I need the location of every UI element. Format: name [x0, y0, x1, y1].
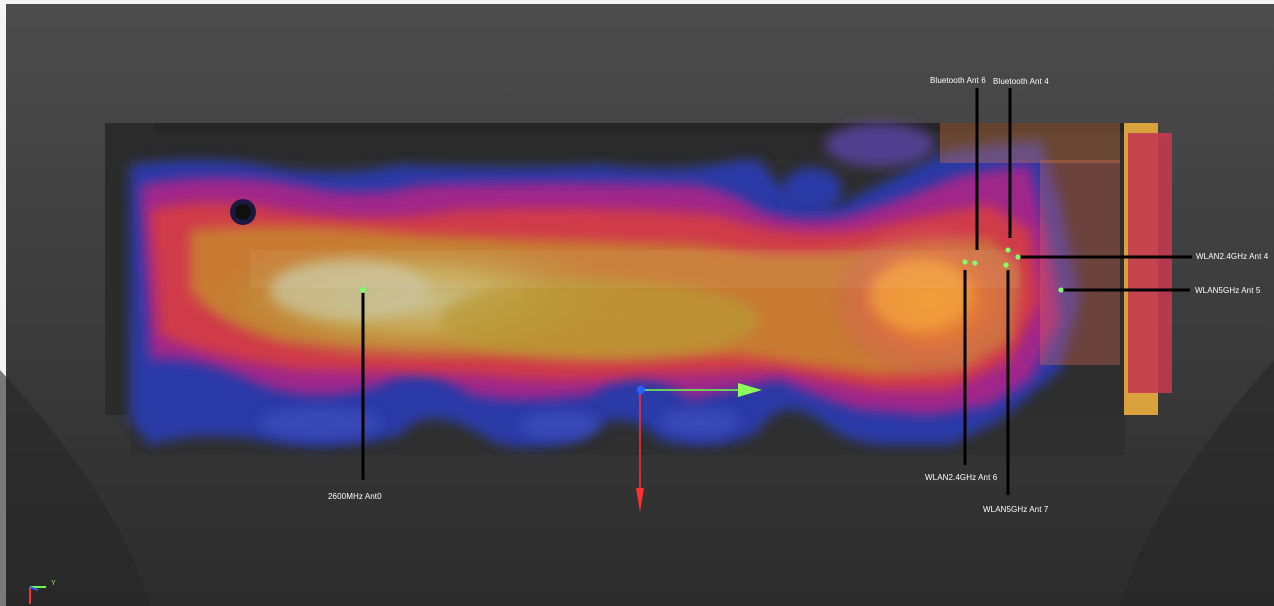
antenna-leader-lines: [361, 88, 1192, 495]
antenna-label-bt4: Bluetooth Ant 4: [993, 77, 1049, 86]
antenna-marker-wl5-7: [1003, 262, 1009, 268]
antenna-marker-wl24-4: [1015, 254, 1021, 260]
antenna-label-wl5-5: WLAN5GHz Ant 5: [1195, 286, 1261, 295]
gizmo-origin: [637, 386, 645, 394]
triad-y-label: Y: [51, 580, 56, 587]
move-gizmo: [636, 383, 762, 512]
antenna-marker-wl24-6: [962, 259, 968, 265]
antenna-marker-bt4: [1005, 247, 1011, 253]
antenna-label-2600: 2600MHz Ant0: [328, 492, 382, 501]
antenna-label-wl24-6: WLAN2.4GHz Ant 6: [925, 473, 998, 482]
antenna-label-bt6: Bluetooth Ant 6: [930, 76, 986, 85]
axis-triad: [29, 586, 46, 604]
antenna-marker-bt6: [972, 260, 978, 266]
gizmo-x-arrow: [738, 383, 762, 397]
antenna-label-wl24-4: WLAN2.4GHz Ant 4: [1196, 252, 1269, 261]
antenna-label-wl5-7: WLAN5GHz Ant 7: [983, 505, 1049, 514]
antenna-marker-2600: [360, 287, 366, 293]
antenna-markers: [360, 247, 1064, 293]
gizmo-y-arrow: [636, 488, 644, 512]
antenna-marker-wl5-5: [1058, 287, 1064, 293]
